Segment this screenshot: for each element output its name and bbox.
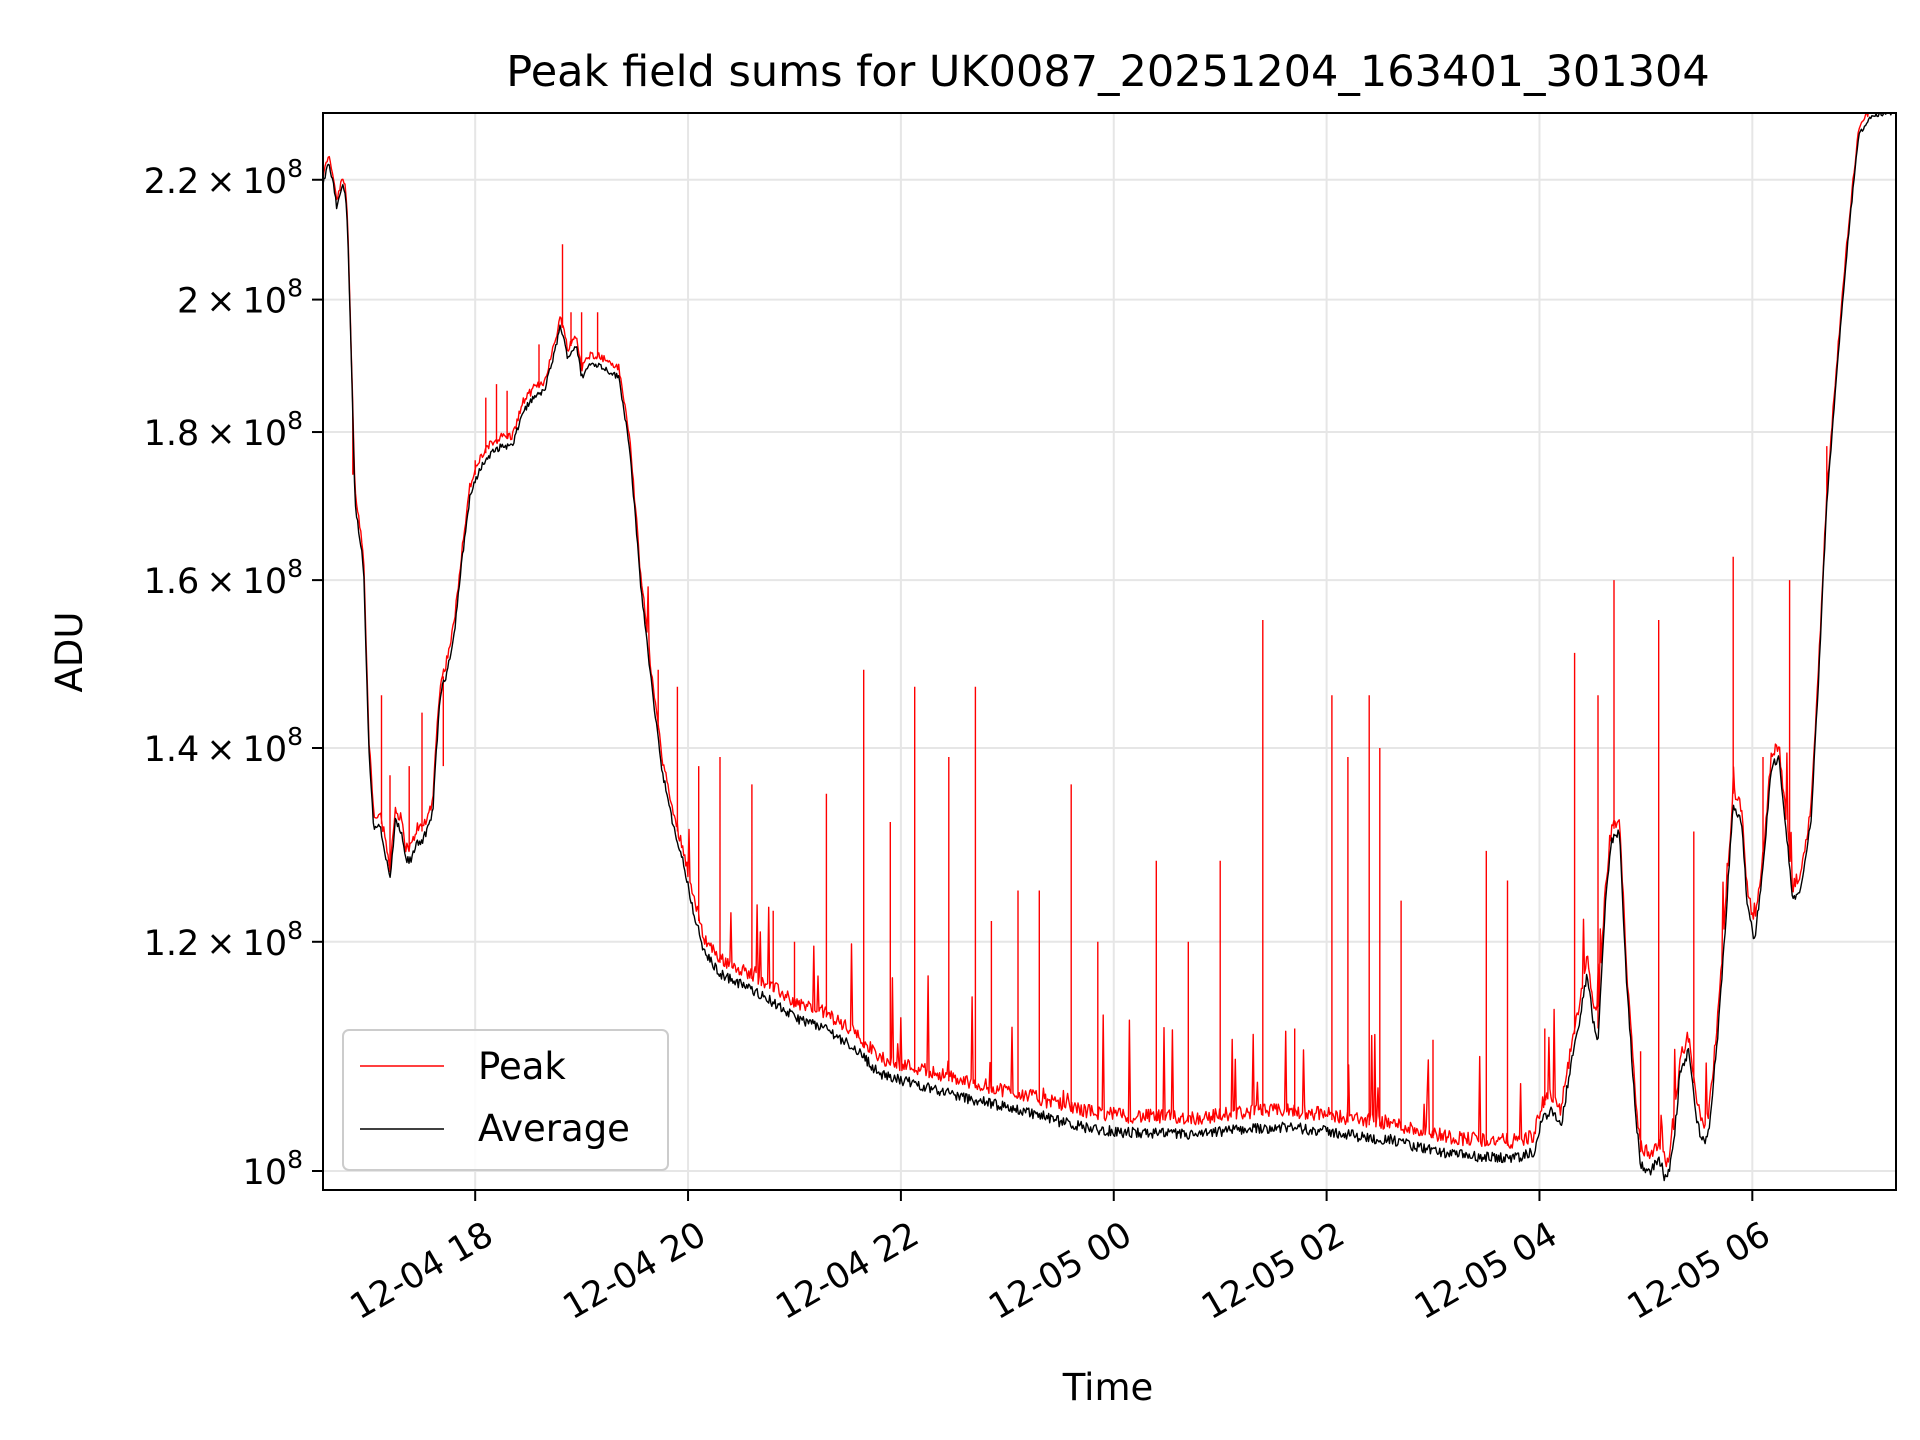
- legend-peak-label: Peak: [478, 1045, 566, 1088]
- y-tick-label: 108: [243, 1145, 303, 1193]
- grid: [323, 113, 1896, 1190]
- y-tick-label: 1.8 × 108: [144, 406, 303, 454]
- y-axis: 108 1.2 × 108 1.4 × 108 1.6 × 108 1.8 × 108 2…: [144, 154, 323, 1193]
- legend-box: [342, 1029, 669, 1171]
- peak-series-line: [323, 113, 1896, 1168]
- y-tick-label: 1.6 × 108: [144, 554, 303, 602]
- y-tick-label: 1.4 × 108: [144, 722, 303, 770]
- plot-frame: [322, 112, 1897, 1191]
- average-series-line: [323, 113, 1896, 1182]
- chart-title: Peak field sums for UK0087_20251204_1634…: [506, 47, 1709, 97]
- legend-average-label: Average: [478, 1107, 630, 1150]
- x-axis-label: Time: [1062, 1366, 1154, 1409]
- y-axis-label: ADU: [48, 612, 91, 693]
- y-tick-label: 2 × 108: [177, 274, 303, 322]
- y-tick-label: 2.2 × 108: [144, 154, 303, 202]
- y-tick-label: 1.2 × 108: [144, 916, 303, 964]
- legend: Peak Average: [342, 1029, 669, 1171]
